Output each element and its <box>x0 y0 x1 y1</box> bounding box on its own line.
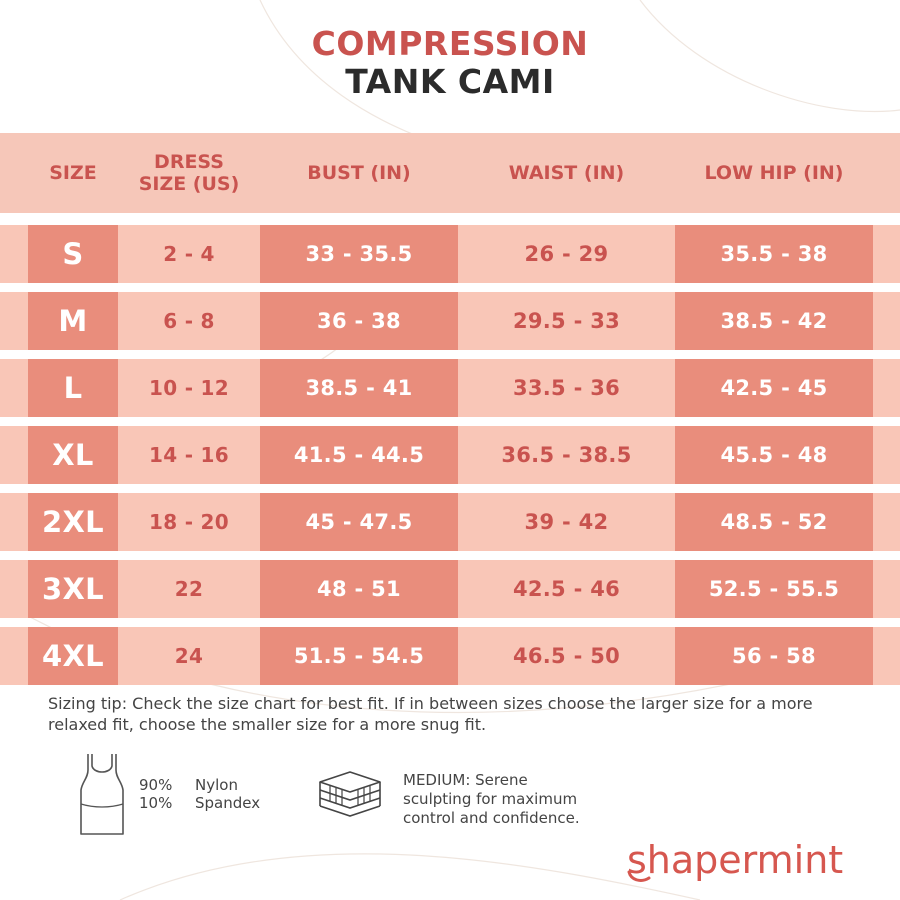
title-line-1: COMPRESSION <box>311 24 589 63</box>
compression-line-2: sculpting for maximum <box>403 790 578 808</box>
size-cell: 4XL <box>28 627 118 685</box>
table-row: L 10 - 12 38.5 - 41 33.5 - 36 42.5 - 45 <box>0 359 900 417</box>
bust-cell: 48 - 51 <box>260 560 458 618</box>
low-hip-cell: 52.5 - 55.5 <box>675 560 873 618</box>
dress-size-cell: 24 <box>174 644 204 668</box>
material-names: Nylon Spandex <box>195 776 260 812</box>
material-pct-1: 90% <box>139 776 173 794</box>
header-waist-label: WAIST (IN) <box>508 162 625 184</box>
low-hip-cell: 38.5 - 42 <box>675 292 873 350</box>
bust-cell: 51.5 - 54.5 <box>260 627 458 685</box>
bust-cell: 45 - 47.5 <box>260 493 458 551</box>
dress-size-cell: 10 - 12 <box>149 376 229 400</box>
material-name-2: Spandex <box>195 794 261 812</box>
logo-swoosh <box>627 870 651 882</box>
compression-line-1: MEDIUM: Serene <box>403 771 528 789</box>
header-waist: WAIST (IN) <box>458 133 675 213</box>
header-bust: BUST (IN) <box>260 133 458 213</box>
header-dress-line-2: SIZE (US) <box>138 173 240 195</box>
dress-size-cell: 22 <box>174 577 204 601</box>
low-hip-cell: 42.5 - 45 <box>675 359 873 417</box>
bust-cell: 33 - 35.5 <box>260 225 458 283</box>
header-dress-line-1: DRESS <box>154 151 224 173</box>
size-cell: XL <box>28 426 118 484</box>
header-size: SIZE <box>28 133 118 213</box>
waist-cell: 26 - 29 <box>524 242 609 266</box>
dress-size-cell: 2 - 4 <box>163 242 215 266</box>
table-row: XL 14 - 16 41.5 - 44.5 36.5 - 38.5 45.5 … <box>0 426 900 484</box>
title: COMPRESSION TANK CAMI <box>0 24 900 100</box>
dress-size-cell: 18 - 20 <box>149 510 229 534</box>
header-low-hip: LOW HIP (IN) <box>675 133 873 213</box>
material-percentages: 90% 10% <box>139 776 172 812</box>
low-hip-cell: 35.5 - 38 <box>675 225 873 283</box>
table-row: S 2 - 4 33 - 35.5 26 - 29 35.5 - 38 <box>0 225 900 283</box>
tank-top-icon <box>80 754 124 835</box>
header-low-hip-label: LOW HIP (IN) <box>704 162 844 184</box>
table-row: 3XL 22 48 - 51 42.5 - 46 52.5 - 55.5 <box>0 560 900 618</box>
table-row: 2XL 18 - 20 45 - 47.5 39 - 42 48.5 - 52 <box>0 493 900 551</box>
brand-logo: shapermint <box>627 836 877 886</box>
table-row: 4XL 24 51.5 - 54.5 46.5 - 50 56 - 58 <box>0 627 900 685</box>
table-header: SIZE DRESS SIZE (US) BUST (IN) WAIST (IN… <box>0 133 900 213</box>
waist-cell: 42.5 - 46 <box>512 577 621 601</box>
header-size-label: SIZE <box>49 162 97 184</box>
material-name-1: Nylon <box>195 776 238 794</box>
size-cell: L <box>28 359 118 417</box>
low-hip-cell: 45.5 - 48 <box>675 426 873 484</box>
bust-cell: 41.5 - 44.5 <box>260 426 458 484</box>
size-cell: M <box>28 292 118 350</box>
waist-cell: 36.5 - 38.5 <box>501 443 632 467</box>
header-dress-size: DRESS SIZE (US) <box>118 133 260 213</box>
waist-cell: 29.5 - 33 <box>512 309 621 333</box>
low-hip-cell: 48.5 - 52 <box>675 493 873 551</box>
table-row: M 6 - 8 36 - 38 29.5 - 33 38.5 - 42 <box>0 292 900 350</box>
waist-cell: 46.5 - 50 <box>512 644 621 668</box>
header-bust-label: BUST (IN) <box>307 162 411 184</box>
size-cell: 3XL <box>28 560 118 618</box>
sizing-tip: Sizing tip: Check the size chart for bes… <box>48 694 813 734</box>
dress-size-cell: 14 - 16 <box>149 443 229 467</box>
title-line-2: TANK CAMI <box>345 62 555 101</box>
layers-icon <box>319 771 381 817</box>
dress-size-cell: 6 - 8 <box>163 309 215 333</box>
size-cell: 2XL <box>28 493 118 551</box>
bust-cell: 38.5 - 41 <box>260 359 458 417</box>
bust-cell: 36 - 38 <box>260 292 458 350</box>
low-hip-cell: 56 - 58 <box>675 627 873 685</box>
brand-name: shapermint <box>627 838 844 882</box>
compression-line-3: control and confidence. <box>403 809 580 827</box>
compression-level: MEDIUM: Serene sculpting for maximum con… <box>403 771 603 828</box>
waist-cell: 33.5 - 36 <box>512 376 621 400</box>
waist-cell: 39 - 42 <box>524 510 609 534</box>
material-pct-2: 10% <box>139 794 173 812</box>
size-cell: S <box>28 225 118 283</box>
